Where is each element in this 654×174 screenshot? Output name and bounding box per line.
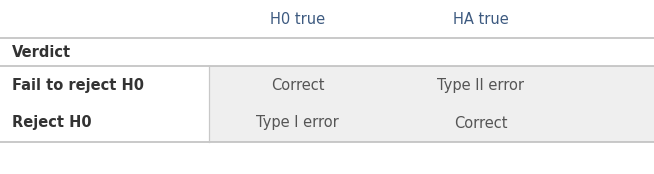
Text: Reject H0: Reject H0	[12, 116, 92, 130]
Text: Correct: Correct	[454, 116, 508, 130]
Text: HA true: HA true	[453, 11, 509, 26]
Bar	[209, 66, 654, 142]
Text: Verdict: Verdict	[12, 45, 71, 60]
Text: Type I error: Type I error	[256, 116, 339, 130]
Text: Fail to reject H0: Fail to reject H0	[12, 77, 144, 93]
Text: Type II error: Type II error	[437, 77, 525, 93]
Text: H0 true: H0 true	[270, 11, 325, 26]
Text: Correct: Correct	[271, 77, 324, 93]
